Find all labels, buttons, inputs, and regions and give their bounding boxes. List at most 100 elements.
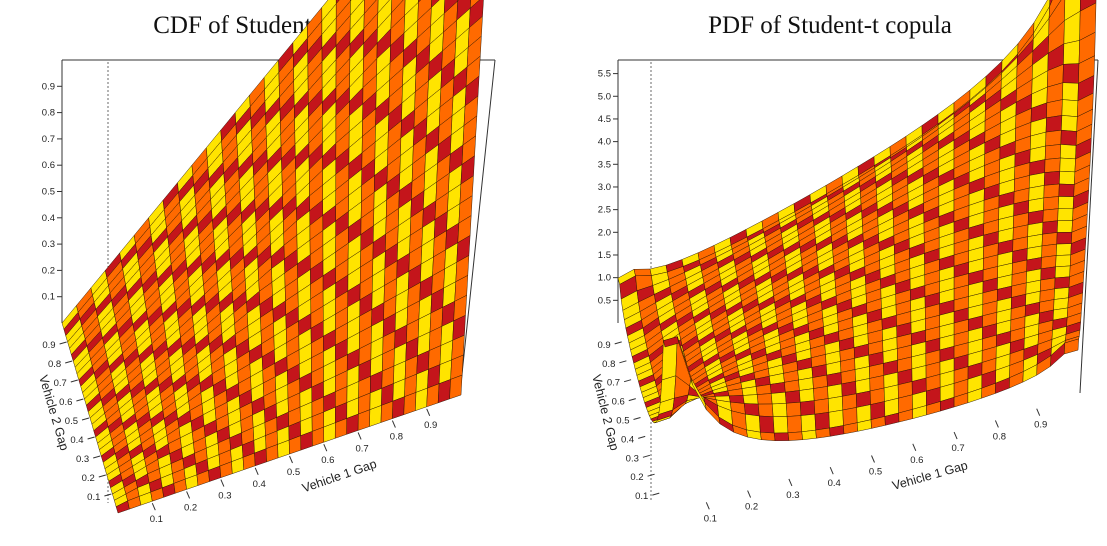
pdf-surface-facet: [1063, 40, 1080, 65]
pdf-surface-facet: [1060, 129, 1077, 146]
pdf-x-tick-label-1: 0.2: [745, 502, 758, 513]
pdf-surface-facet: [1055, 254, 1071, 268]
pdf-surface-facet: [1060, 144, 1077, 160]
pdf-x-axis-label: Vehicle 1 Gap: [891, 458, 970, 493]
pdf-y-tick-mark-5: [628, 398, 636, 402]
pdf-surface-facet: [784, 379, 800, 393]
cdf-x-tick-label-1: 0.2: [184, 502, 197, 513]
cdf-surface-plot: 0.1 0.2 0.3 0.4 0.5 0.6 0.7 0.8 0.9 0.1 0.2 0.3 0.4 0…: [36, 0, 496, 525]
cdf-x-tick-mark-6: [357, 432, 362, 440]
cdf-x-tick-label-5: 0.6: [321, 455, 334, 466]
pdf-z-tick-label-10: 5.5: [598, 69, 611, 80]
pdf-y-tick-label-1: 0.2: [630, 472, 643, 483]
cdf-y-tick-label-8: 0.9: [42, 340, 55, 351]
pdf-surface-facet: [1059, 170, 1076, 185]
pdf-surface-facet: [841, 393, 857, 411]
pdf-surface-facet: [799, 388, 815, 403]
pdf-surface-facet: [770, 382, 786, 394]
pdf-surface-facet: [773, 432, 790, 441]
pdf-surface-facet: [828, 409, 844, 429]
pdf-surface-facet: [786, 415, 803, 434]
pdf-surface-facet: [759, 415, 775, 434]
cdf-x-tick-mark-0: [151, 503, 156, 511]
cdf-y-tick-mark-3: [87, 436, 95, 440]
pdf-y-tick-label-6: 0.7: [607, 378, 620, 389]
pdf-z-tick-label-9: 5.0: [598, 91, 611, 102]
pdf-x-tick-mark-2: [788, 478, 793, 487]
pdf-x-tick-label-8: 0.9: [1034, 420, 1047, 431]
pdf-surface-facet: [800, 413, 816, 433]
cdf-y-tick-mark-2: [93, 455, 101, 459]
cdf-x-tick-label-8: 0.9: [424, 420, 437, 431]
pdf-surface-facet: [785, 390, 801, 404]
pdf-x-tick-mark-4: [871, 455, 875, 463]
cdf-x-tick-label-2: 0.3: [218, 491, 231, 502]
pdf-surface-facet: [771, 403, 788, 417]
pdf-surface-facet: [1046, 99, 1063, 119]
pdf-surface-facet: [1044, 144, 1062, 160]
pdf-box-right-edge: [1079, 59, 1099, 394]
pdf-surface-facet: [813, 386, 829, 401]
pdf-x-tick-label-7: 0.8: [993, 431, 1006, 442]
pdf-surface-facet: [787, 431, 803, 441]
cdf-y-tick-label-6: 0.7: [54, 378, 67, 389]
pdf-surface-facet: [1061, 115, 1078, 132]
pdf-surface-facet: [1041, 243, 1057, 258]
cdf-surface: [61, 0, 484, 514]
pdf-surface-facet: [772, 416, 789, 434]
cdf-y-tick-mark-0: [104, 493, 112, 497]
cdf-box-right-edge: [459, 59, 496, 394]
pdf-z-tick-label-7: 4.0: [598, 137, 611, 148]
pdf-x-tick-label-0: 0.1: [704, 513, 717, 524]
pdf-surface-facet: [757, 403, 774, 417]
pdf-surface-facet: [1057, 208, 1074, 221]
cdf-z-tick-label-1: 0.2: [42, 265, 55, 276]
cdf-z-tick-label-7: 0.8: [42, 108, 55, 119]
cdf-y-tick-label-4: 0.5: [65, 416, 78, 427]
pdf-x-tick-label-4: 0.5: [869, 467, 882, 478]
cdf-x-tick-mark-4: [289, 455, 293, 464]
pdf-surface-facet: [827, 396, 844, 413]
cdf-y-tick-label-2: 0.3: [76, 454, 89, 465]
pdf-y-tick-mark-7: [619, 360, 627, 364]
pdf-surface-facet: [1043, 170, 1061, 186]
pdf-y-tick-label-4: 0.5: [616, 416, 629, 427]
pdf-z-tick-label-1: 1.0: [598, 273, 611, 284]
cdf-x-tick-label-3: 0.4: [253, 479, 266, 490]
pdf-surface-facet: [1045, 115, 1063, 133]
cdf-x-axis-label: Vehicle 1 Gap: [300, 457, 378, 496]
cdf-y-tick-mark-7: [65, 360, 73, 364]
cdf-y-tick-label-1: 0.2: [82, 473, 95, 484]
pdf-surface-facet: [1044, 157, 1061, 173]
pdf-y-tick-mark-8: [614, 341, 622, 345]
cdf-z-tick-label-8: 0.9: [42, 81, 55, 92]
pdf-x-tick-mark-3: [829, 467, 834, 475]
cdf-surface-facet: [449, 374, 463, 400]
cdf-y-tick-label-5: 0.6: [59, 397, 72, 408]
cdf-y-tick-mark-8: [59, 341, 67, 345]
pdf-surface-facet: [1053, 287, 1070, 300]
cdf-y-tick-label-3: 0.4: [70, 435, 83, 446]
pdf-surface-facet: [1054, 276, 1070, 290]
cdf-x-tick-label-7: 0.8: [390, 432, 403, 443]
pdf-y-tick-label-5: 0.6: [612, 397, 625, 408]
pdf-surface-facet: [1045, 129, 1062, 147]
pdf-surface-facet: [799, 400, 816, 416]
pdf-surface-facet: [1056, 220, 1073, 233]
pdf-surface-plot: 0.5 1.0 1.5 2.0 2.5 3.0 3.5 4.0 4.5 5.0 5.5 0.1 0.2 0…: [589, 0, 1099, 524]
cdf-y-tick-label-7: 0.8: [48, 359, 61, 370]
pdf-z-tick-label-2: 1.5: [598, 250, 611, 261]
pdf-y-tick-label-3: 0.4: [621, 434, 634, 445]
cdf-z-tick-label-2: 0.3: [42, 239, 55, 250]
pdf-x-tick-mark-1: [747, 490, 752, 498]
pdf-x-tick-mark-6: [953, 431, 958, 440]
pdf-z-tick-label-4: 2.5: [598, 205, 611, 216]
pdf-surface-facet: [1054, 265, 1071, 279]
pdf-surface-facet: [1042, 208, 1059, 223]
pdf-surface-facet: [1057, 196, 1074, 210]
cdf-x-tick-label-4: 0.5: [287, 467, 300, 478]
pdf-x-tick-label-6: 0.7: [951, 443, 964, 454]
pdf-y-tick-label-8: 0.9: [597, 340, 610, 351]
pdf-z-tick-label-0: 0.5: [598, 295, 611, 306]
cdf-z-tick-label-0: 0.1: [42, 292, 55, 303]
